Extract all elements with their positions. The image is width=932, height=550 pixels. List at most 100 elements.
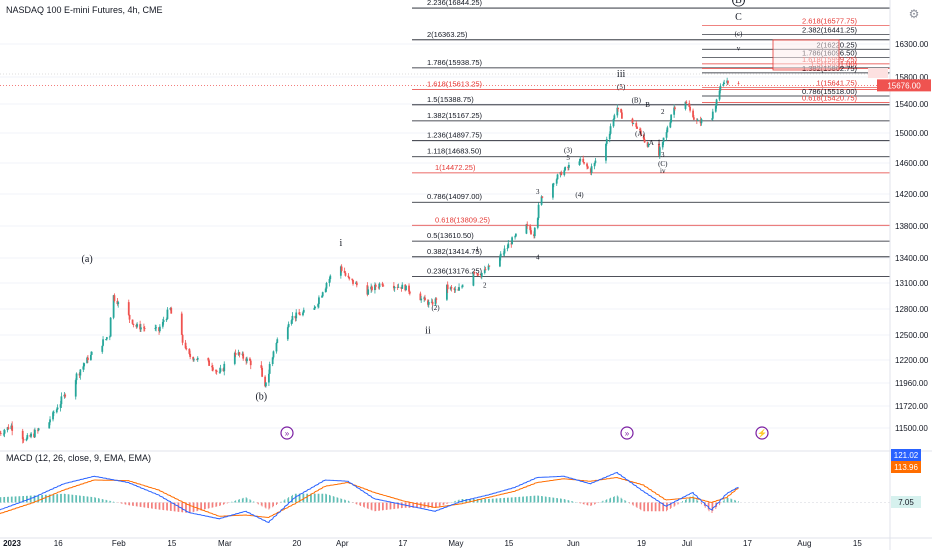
candle-body [555,179,558,184]
time-tick-label: 16 [54,539,63,548]
candle-body [105,339,107,341]
wave-label: 4 [536,254,540,262]
wave-label: v [737,45,741,53]
fib-label: 1.236(14897.75) [427,131,483,140]
candle-body [670,114,673,123]
price-tick-label: 16300.00 [895,40,929,49]
candle-body [193,359,195,361]
candle-body [347,275,350,278]
target-zone [772,39,840,71]
candle-body [75,373,78,381]
time-tick-label: Jun [567,539,580,548]
candle-body [635,123,638,127]
candle-body [238,352,241,355]
fib-label: 1.618(15613.25) [427,80,483,89]
candle-body [325,282,328,289]
high-badge [868,68,888,78]
candle-body [260,365,263,368]
candle-body [33,429,36,437]
candle-body [188,348,191,354]
wave-label: 2 [483,281,487,289]
wave-label: 2 [661,108,665,116]
candle-body [3,430,6,434]
candle-body [689,106,691,111]
candle-body [631,118,634,124]
candle-body [192,357,195,360]
candle-body [609,126,612,134]
fib-label: 0.618(13809.25) [435,215,491,224]
candle-body [393,287,396,289]
candle-body [49,419,51,423]
candle-body [161,321,164,327]
candle-body [419,293,422,301]
candle-body [484,269,487,271]
candle-body [401,284,404,289]
candle-body [132,323,135,325]
candle-body [552,183,554,198]
time-tick-label: 2023 [3,539,21,548]
candle-body [313,307,316,310]
candle-body [696,119,699,121]
price-tick-label: 11500.00 [895,424,928,433]
candle-body [83,363,86,367]
candle-body [87,357,89,360]
candle-body [461,285,464,287]
fib-label: 2(16363.25) [427,30,468,39]
candle-body [450,287,453,289]
candle-body [526,224,529,227]
candle-body [324,288,327,293]
wave-label: 3 [661,151,665,159]
wave-label: (c) [735,30,743,38]
candle-body [583,162,585,164]
candle-body [219,368,222,372]
candle-body [211,367,214,371]
candle-body [506,247,509,249]
candle-body [185,348,188,350]
candle-body [673,107,676,115]
time-tick-label: 15 [853,539,862,548]
candle-body [563,170,566,176]
candle-body [378,283,381,288]
candle-body [541,196,544,198]
candle-body [718,90,721,100]
candle-body [317,304,320,307]
wave-label: 1 [475,246,479,254]
candle-body [26,435,29,439]
fib-label: 1.786(15938.75) [427,58,483,67]
time-tick-label: Jul [682,539,692,548]
candle-body [525,224,528,234]
fib-label: 1(14472.25) [435,163,476,172]
candle-body [714,105,717,112]
time-tick-label: Mar [218,539,232,548]
candle-body [22,439,25,441]
candle-body [2,433,5,435]
fib-label-right: 2.382(16441.25) [802,26,858,35]
candle-body [102,339,104,346]
settings-icon[interactable]: ⚙ [908,7,920,21]
candle-body [381,283,384,286]
candle-body [537,204,540,219]
candle-body [458,287,460,291]
macd-value-label: 121.02 [894,451,919,460]
candle-body [454,289,457,291]
candle-body [582,158,585,163]
candle-body [647,143,650,147]
candle-body [276,339,279,343]
candle-body [727,80,729,84]
candle-body [461,286,463,288]
candle-body [302,309,305,313]
candle-body [483,269,486,273]
time-tick-label: Aug [797,539,811,548]
candle-body [140,327,142,330]
price-tick-label: 11960.00 [895,379,928,388]
candle-body [249,358,251,361]
candle-body [711,111,714,119]
price-tick-label: 14200.00 [895,190,929,199]
price-tick-label: 15800.00 [895,73,929,82]
candle-body [344,272,347,276]
time-tick-label: Apr [336,539,349,548]
candle-body [196,359,198,361]
candle-body [499,253,502,258]
